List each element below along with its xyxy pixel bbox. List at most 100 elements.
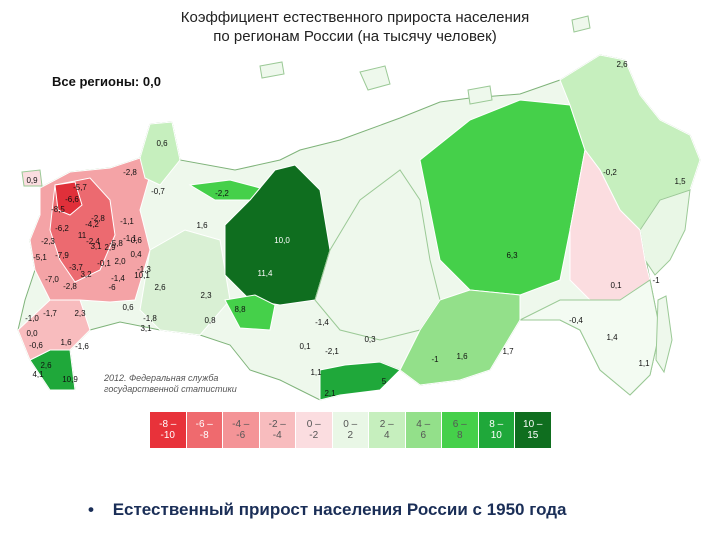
region-value-label: 1,6	[196, 221, 208, 230]
wrangel-island	[571, 15, 591, 33]
legend-cell: 6 –8	[442, 412, 479, 448]
region-value-label: -2,3	[41, 237, 55, 246]
region-value-label: -2,8	[91, 214, 105, 223]
legend-range-top: 0 –	[306, 419, 321, 430]
legend-cell: 10 –15	[515, 412, 552, 448]
region-value-label: -6,2	[55, 224, 69, 233]
legend-range-bottom: -10	[160, 430, 175, 441]
region-value-label: -1,8	[143, 314, 157, 323]
region-value-label: 3,1	[140, 324, 152, 333]
novaya-zemlya-island	[188, 179, 261, 201]
legend-range-top: 2 –	[379, 419, 394, 430]
region-value-label: 1,1	[638, 359, 650, 368]
region-value-label: 2,1	[324, 389, 336, 398]
sakhalin-island	[655, 295, 673, 374]
region-value-label: 0,6	[122, 303, 134, 312]
region-value-label: 3,2	[80, 270, 92, 279]
yakutia-region	[419, 99, 586, 296]
region-value-label: 2,6	[154, 283, 166, 292]
color-legend: -8 – -10 -6 – -8 -4 – -6 -2 – -4 0 – -2 0 –2 2 –4 4 …	[150, 412, 552, 448]
region-value-label: 5	[382, 377, 387, 386]
legend-range-top: 6 –	[452, 419, 467, 430]
map-title-line-2: по регионам России (на тысячу человек)	[213, 28, 497, 45]
region-value-label: -6,6	[65, 195, 79, 204]
footer-bullet: •	[88, 500, 94, 519]
region-value-label: -1,6	[75, 342, 89, 351]
region-value-label: -7,9	[55, 251, 69, 260]
region-value-label: 4,1	[32, 370, 44, 379]
legend-range-bottom: -2	[309, 430, 319, 441]
region-value-label: -0,6	[29, 341, 43, 350]
legend-range-bottom: 6	[420, 430, 427, 441]
tyumen-region	[224, 294, 276, 331]
legend-range-bottom: -4	[272, 430, 282, 441]
region-value-label: 0,9	[26, 176, 38, 185]
region-value-label: -1,4	[315, 318, 329, 327]
region-value-label: 8,8	[234, 305, 246, 314]
legend-cell: -8 – -10	[150, 412, 187, 448]
legend-range-bottom: -8	[199, 430, 209, 441]
region-value-label: -6	[108, 283, 116, 292]
region-value-label: 2,6	[616, 60, 628, 69]
legend-range-top: 0 –	[343, 419, 358, 430]
region-value-label: 2,6	[40, 361, 52, 370]
legend-range-bottom: -6	[236, 430, 246, 441]
region-value-label: -1,0	[25, 314, 39, 323]
legend-cell: 8 –10	[478, 412, 515, 448]
legend-range-bottom: 4	[383, 430, 390, 441]
legend-range-top: -8 –	[159, 419, 177, 430]
map-title: Коэффициент естественного прироста насел…	[165, 8, 545, 46]
region-value-label: 2,3	[74, 309, 86, 318]
region-value-label: 10,9	[62, 375, 78, 384]
region-value-label: -2,8	[63, 282, 77, 291]
region-value-label: 0,1	[299, 342, 311, 351]
volga-region	[139, 229, 231, 336]
region-value-label: -1,4	[111, 274, 125, 283]
credit-line-2: государственной статистики	[104, 384, 237, 394]
region-value-label: -2,1	[325, 347, 339, 356]
region-value-label: -1,1	[123, 234, 137, 243]
northwest-severe-decline	[54, 181, 83, 216]
legend-cell: 2 –4	[369, 412, 406, 448]
irkutsk-buryatia-region	[399, 289, 521, 386]
region-value-label: 1,6	[456, 352, 468, 361]
region-value-labels: 2,6 0,6 0,9 -2,8 -0,7 -2,2 1,6 10,0 11,4 8,8 -0,2 1…	[25, 60, 686, 398]
region-value-label: 2,3	[200, 291, 212, 300]
footer-link[interactable]: • Естественный прирост населения России …	[88, 500, 567, 520]
legend-range-top: 10 –	[523, 419, 543, 430]
region-value-label: 11,4	[258, 269, 274, 278]
region-value-label: -2,4	[86, 237, 100, 246]
region-value-label: -0,2	[603, 168, 617, 177]
credit-line-1: 2012. Федеральная служба	[104, 373, 219, 383]
legend-range-top: 4 –	[416, 419, 431, 430]
legend-range-top: -4 –	[232, 419, 250, 430]
legend-range-bottom: 10	[490, 430, 502, 441]
tyva-altai-region	[319, 361, 401, 401]
legend-range-bottom: 8	[456, 430, 463, 441]
legend-cell: -4 – -6	[223, 412, 260, 448]
region-value-label: -4,2	[85, 220, 99, 229]
franz-josef-land	[259, 61, 285, 79]
region-value-label: -1	[431, 355, 439, 364]
legend-cell: -6 – -8	[186, 412, 223, 448]
karelia-region	[139, 121, 181, 186]
region-value-label: 1,4	[606, 333, 618, 342]
kamchatka-region	[639, 189, 691, 276]
region-value-label: 6,3	[506, 251, 518, 260]
region-value-label: -2,8	[123, 168, 137, 177]
footer-text: Естественный прирост населения России с …	[112, 500, 567, 519]
region-value-label: -1,3	[137, 265, 151, 274]
region-value-label: 11	[78, 231, 87, 240]
legend-range-top: -2 –	[268, 419, 286, 430]
south-russia-region	[17, 299, 91, 361]
region-value-label: -1,1	[120, 217, 134, 226]
statistics-credit: 2012. Федеральная служба государственной…	[104, 373, 254, 395]
amur-primorye-region	[519, 279, 661, 396]
region-value-label: -7,0	[45, 275, 59, 284]
region-value-label: -8,5	[51, 205, 65, 214]
region-value-label: 0,0	[26, 329, 38, 338]
legend-cell: 0 – -2	[296, 412, 333, 448]
legend-range-top: -6 –	[195, 419, 213, 430]
legend-range-bottom: 15	[527, 430, 539, 441]
